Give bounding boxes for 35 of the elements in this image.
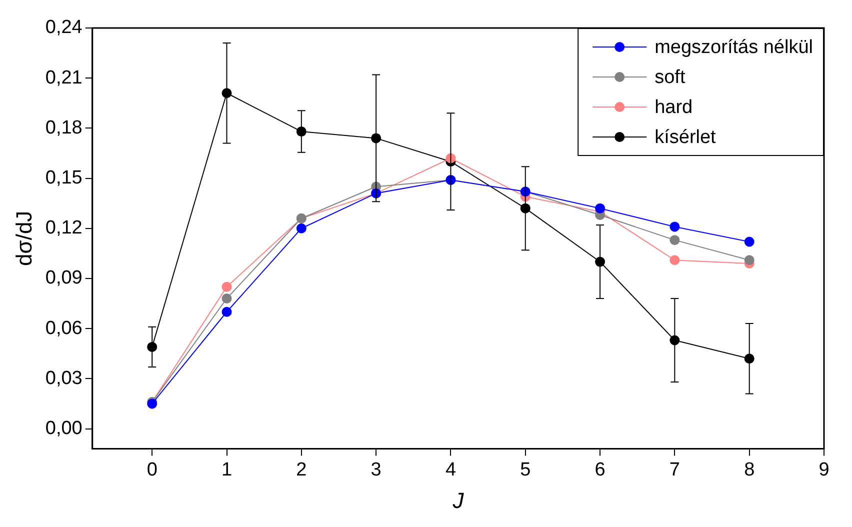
legend-label: kísérlet	[654, 127, 717, 148]
point	[595, 203, 606, 214]
y-tick-label: 0,09	[45, 268, 82, 289]
y-tick-label: 0,00	[45, 418, 82, 439]
point	[222, 294, 232, 304]
x-axis-title: J	[452, 488, 465, 513]
point	[744, 236, 754, 247]
x-tick-label: 4	[445, 459, 456, 480]
point	[670, 255, 680, 266]
x-tick-label: 9	[818, 459, 830, 480]
point	[670, 235, 680, 246]
y-tick-label: 0,21	[45, 67, 82, 88]
point	[744, 255, 754, 266]
point	[670, 222, 680, 232]
x-tick-label: 2	[296, 459, 307, 480]
legend-label: megszorítás nélkül	[654, 37, 814, 58]
point	[296, 223, 306, 234]
x-tick-label: 5	[520, 459, 531, 480]
y-tick-label: 0,03	[45, 368, 82, 389]
legend-label: soft	[654, 67, 686, 88]
y-tick-label: 0,15	[45, 168, 82, 189]
y-tick-label: 0,06	[45, 318, 82, 339]
point	[222, 282, 232, 292]
x-tick-label: 6	[594, 459, 606, 480]
x-tick-label: 1	[221, 459, 232, 480]
point	[222, 306, 232, 317]
x-tick-label: 3	[370, 459, 382, 480]
legend-label: hard	[654, 97, 693, 118]
x-tick-label: 7	[669, 459, 680, 480]
x-tick-label: 0	[146, 459, 158, 480]
y-tick-label: 0,24	[45, 17, 83, 38]
x-tick-label: 8	[744, 459, 755, 480]
y-tick-label: 0,18	[45, 117, 82, 138]
y-axis-title: dσ/dJ	[11, 210, 36, 266]
y-tick-label: 0,12	[45, 218, 82, 239]
